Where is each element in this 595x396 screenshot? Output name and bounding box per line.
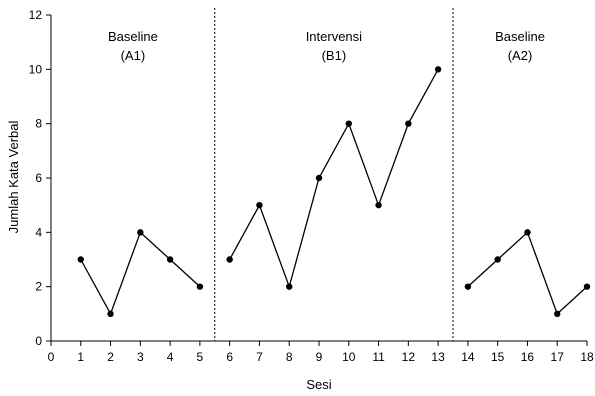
data-point bbox=[524, 229, 531, 236]
x-tick-label: 10 bbox=[342, 350, 356, 364]
x-tick-label: 17 bbox=[551, 350, 565, 364]
phase-label-name: Baseline bbox=[495, 29, 545, 44]
y-tick-label: 6 bbox=[35, 171, 42, 185]
data-point bbox=[166, 256, 174, 263]
series-line bbox=[229, 69, 439, 289]
x-tick-label: 5 bbox=[197, 350, 204, 364]
data-point bbox=[464, 283, 472, 290]
data-point bbox=[554, 310, 561, 318]
y-tick-label: 12 bbox=[29, 8, 43, 22]
series-line bbox=[467, 231, 588, 315]
x-tick-label: 15 bbox=[491, 350, 505, 364]
phase-label-code: (A1) bbox=[121, 48, 146, 63]
phase-label-name: Intervensi bbox=[306, 29, 362, 44]
x-tick-label: 14 bbox=[461, 350, 475, 364]
x-axis-title: Sesi bbox=[306, 377, 331, 392]
data-point bbox=[375, 201, 382, 209]
x-tick-label: 8 bbox=[286, 350, 293, 364]
series-line bbox=[80, 231, 201, 316]
x-tick-label: 18 bbox=[580, 350, 594, 364]
data-point bbox=[405, 120, 412, 127]
x-tick-label: 11 bbox=[372, 350, 385, 364]
x-tick-label: 7 bbox=[256, 350, 263, 364]
data-point bbox=[434, 66, 442, 73]
data-point bbox=[494, 256, 501, 263]
x-tick-label: 6 bbox=[226, 350, 233, 364]
y-tick-label: 4 bbox=[35, 225, 42, 239]
data-point bbox=[286, 283, 293, 290]
data-point bbox=[256, 201, 263, 209]
data-point bbox=[196, 283, 204, 290]
data-point bbox=[315, 174, 323, 182]
data-point bbox=[226, 256, 233, 263]
data-point bbox=[345, 120, 352, 127]
y-tick-label: 0 bbox=[35, 334, 42, 348]
data-point bbox=[77, 256, 84, 263]
x-tick-label: 0 bbox=[48, 350, 55, 364]
phase-label-code: (B1) bbox=[322, 48, 347, 63]
y-tick-label: 8 bbox=[35, 117, 42, 131]
data-point bbox=[107, 310, 114, 318]
x-tick-label: 13 bbox=[431, 350, 445, 364]
phase-label-code: (A2) bbox=[508, 48, 533, 63]
x-tick-label: 12 bbox=[402, 350, 416, 364]
x-tick-label: 3 bbox=[137, 350, 144, 364]
data-point bbox=[583, 283, 591, 290]
x-tick-label: 1 bbox=[77, 350, 84, 364]
x-tick-label: 4 bbox=[167, 350, 174, 364]
y-tick-label: 10 bbox=[29, 62, 43, 76]
phase-label-name: Baseline bbox=[108, 29, 158, 44]
x-tick-label: 16 bbox=[521, 350, 535, 364]
x-tick-label: 2 bbox=[107, 350, 114, 364]
data-point bbox=[137, 229, 144, 236]
y-tick-label: 2 bbox=[35, 280, 42, 294]
x-tick-label: 9 bbox=[316, 350, 323, 364]
y-axis-title: Jumlah Kata Verbal bbox=[6, 121, 21, 234]
